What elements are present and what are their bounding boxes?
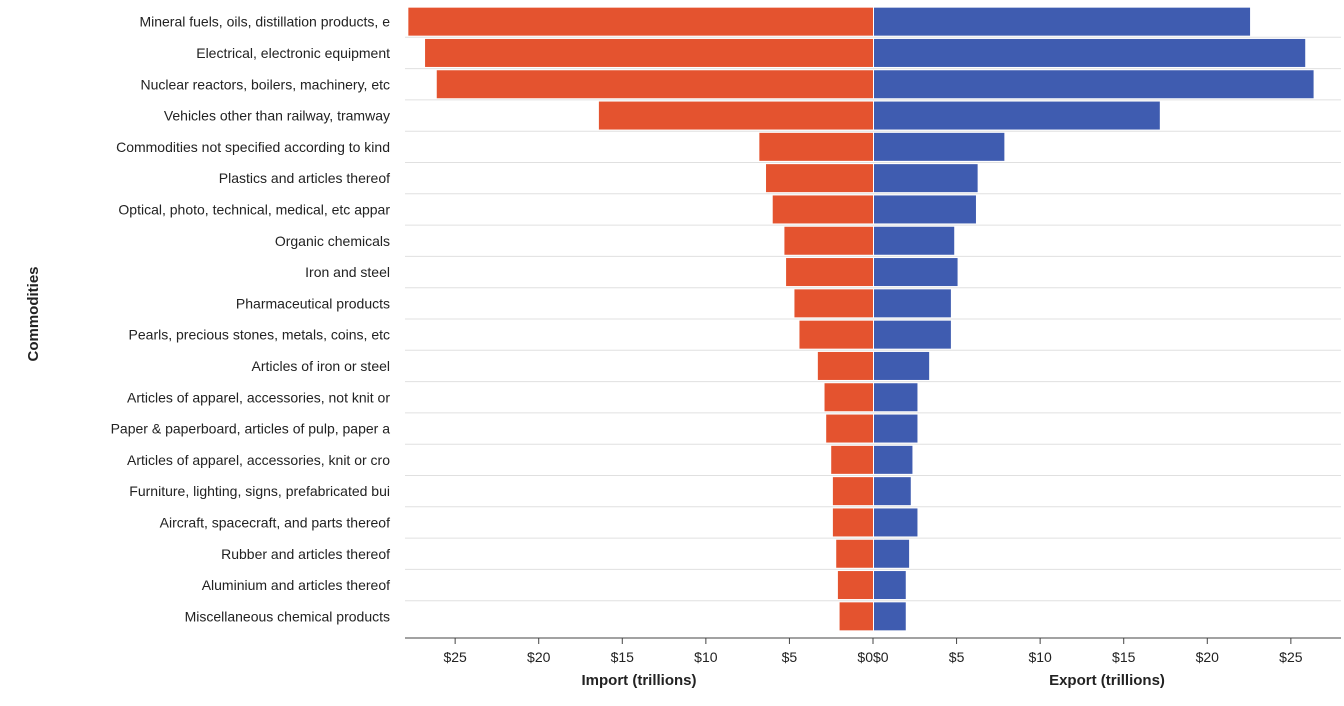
category-label: Aluminium and articles thereof <box>202 577 390 593</box>
x-tick-label: $15 <box>611 649 635 665</box>
import-bar <box>836 539 873 568</box>
category-label: Miscellaneous chemical products <box>185 608 390 624</box>
category-label: Commodities not specified according to k… <box>116 139 390 155</box>
category-label: Rubber and articles thereof <box>221 546 390 562</box>
export-bar <box>874 320 951 349</box>
x-axis: $25 $20 $15 $10 $5 $0 $0 $5 $10 $15 $20 $25 Import (… <box>405 637 1341 689</box>
import-bar <box>832 508 873 537</box>
category-label: Paper & paperboard, articles of pulp, pa… <box>111 421 391 437</box>
import-bar <box>408 7 873 36</box>
import-bar <box>824 383 873 412</box>
import-bar <box>598 101 873 130</box>
export-bar <box>874 38 1306 67</box>
export-axis-title: Export (trillions) <box>1049 672 1165 689</box>
export-bar <box>874 132 1005 161</box>
export-bar <box>874 508 918 537</box>
export-bar <box>874 414 918 443</box>
category-label: Organic chemicals <box>275 233 390 249</box>
export-bar <box>874 477 911 506</box>
import-bar <box>837 571 873 600</box>
x-tick-label: $25 <box>443 649 467 665</box>
import-axis-title: Import (trillions) <box>582 672 697 689</box>
export-bar <box>874 602 906 631</box>
category-label: Iron and steel <box>305 264 390 280</box>
export-bar <box>874 351 930 380</box>
gridlines <box>405 36 1341 602</box>
import-bar <box>425 38 873 67</box>
category-label: Articles of apparel, accessories, knit o… <box>127 452 390 468</box>
category-label: Articles of apparel, accessories, not kn… <box>127 389 390 405</box>
export-bar <box>874 383 918 412</box>
import-bar <box>826 414 873 443</box>
category-label: Electrical, electronic equipment <box>196 45 390 61</box>
x-tick-label: $25 <box>1279 649 1303 665</box>
import-bar <box>799 320 873 349</box>
x-tick-label: $5 <box>782 649 798 665</box>
y-axis-title: Commodities <box>25 266 42 361</box>
import-bar <box>832 477 873 506</box>
export-bar <box>874 258 958 287</box>
export-bar <box>874 571 906 600</box>
import-bar <box>794 289 873 318</box>
category-label: Plastics and articles thereof <box>219 170 390 186</box>
import-bar <box>831 445 873 474</box>
export-bar <box>874 226 955 255</box>
export-bar <box>874 101 1160 130</box>
export-bar <box>874 164 978 193</box>
bars <box>408 7 1314 631</box>
x-tick-label: $10 <box>694 649 718 665</box>
category-label: Nuclear reactors, boilers, machinery, et… <box>141 76 391 92</box>
category-label: Vehicles other than railway, tramway <box>164 108 390 124</box>
category-label: Articles of iron or steel <box>252 358 391 374</box>
import-bar <box>772 195 873 224</box>
category-label: Furniture, lighting, signs, prefabricate… <box>129 483 390 499</box>
x-tick-label: $20 <box>1196 649 1220 665</box>
x-tick-label: $20 <box>527 649 551 665</box>
export-bar <box>874 445 913 474</box>
import-bar <box>817 351 873 380</box>
import-bar <box>784 226 873 255</box>
export-bar <box>874 289 951 318</box>
import-bar <box>436 70 873 99</box>
import-bar <box>766 164 873 193</box>
x-tick-label: $10 <box>1028 649 1052 665</box>
x-tick-label: $0 <box>857 649 873 665</box>
category-label: Pharmaceutical products <box>236 295 390 311</box>
category-label: Mineral fuels, oils, distillation produc… <box>139 14 390 30</box>
import-bar <box>759 132 873 161</box>
category-labels: Mineral fuels, oils, distillation produc… <box>111 14 391 625</box>
x-tick-label: $5 <box>949 649 965 665</box>
export-bar <box>874 70 1314 99</box>
import-bar <box>839 602 873 631</box>
export-bar <box>874 7 1251 36</box>
category-label: Optical, photo, technical, medical, etc … <box>118 201 390 217</box>
category-label: Aircraft, spacecraft, and parts thereof <box>160 514 390 530</box>
category-label: Pearls, precious stones, metals, coins, … <box>129 327 390 343</box>
export-bar <box>874 539 910 568</box>
import-bar <box>786 258 873 287</box>
x-tick-label: $0 <box>873 649 889 665</box>
x-tick-label: $15 <box>1112 649 1136 665</box>
export-bar <box>874 195 976 224</box>
